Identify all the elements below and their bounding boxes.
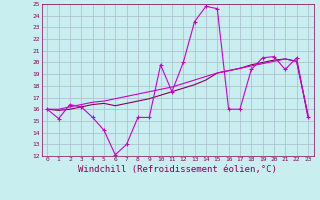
X-axis label: Windchill (Refroidissement éolien,°C): Windchill (Refroidissement éolien,°C): [78, 165, 277, 174]
